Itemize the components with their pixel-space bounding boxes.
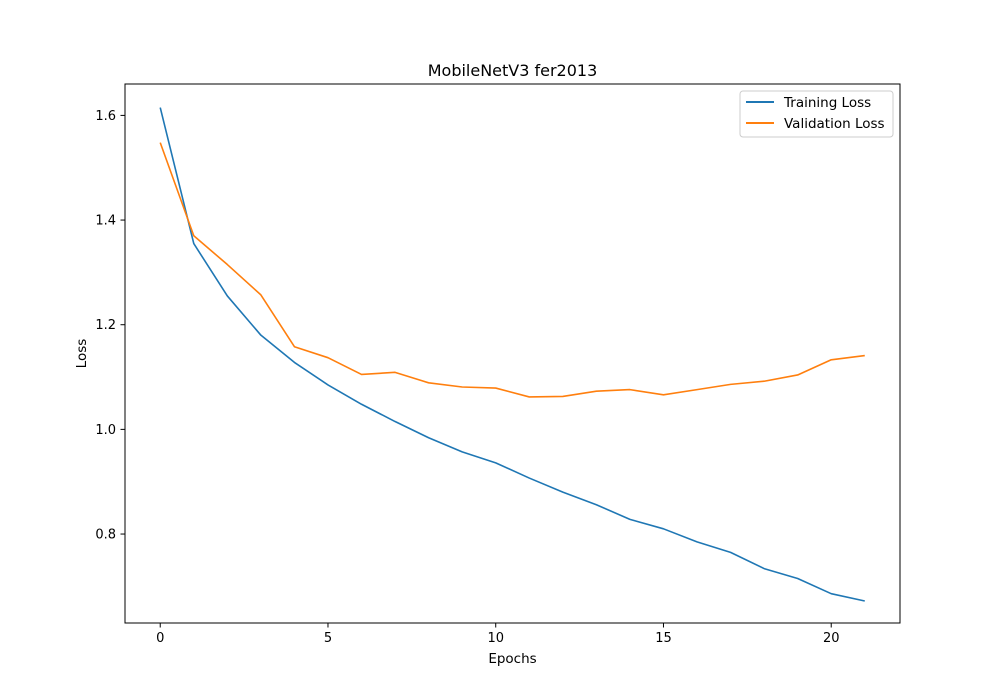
x-tick-label: 15 [655, 631, 672, 646]
x-axis-ticks: 0 5 10 15 20 [156, 623, 839, 646]
plot-area [125, 84, 900, 623]
legend-label-validation-loss: Validation Loss [784, 116, 885, 132]
y-tick-label: 1.6 [95, 109, 116, 124]
y-tick-label: 1.0 [95, 423, 116, 438]
plot-frame [124, 83, 901, 624]
x-axis-label: Epochs [488, 651, 536, 667]
series-layer [159, 107, 865, 602]
x-tick-label: 0 [156, 631, 164, 646]
legend-box [739, 90, 894, 138]
y-tick-label: 0.8 [95, 528, 116, 543]
chart-title: MobileNetV3 fer2013 [428, 61, 598, 80]
y-tick-label: 1.4 [95, 214, 116, 229]
series-line-validation-loss [159, 142, 865, 398]
y-tick-label: 1.2 [95, 318, 116, 333]
series-line-training-loss [159, 107, 865, 602]
legend-label-training-loss: Training Loss [783, 95, 871, 111]
legend: Training Loss Validation Loss [739, 90, 894, 138]
x-tick-label: 5 [324, 631, 332, 646]
y-axis-ticks: 0.8 1.0 1.2 1.4 1.6 [95, 109, 125, 543]
y-axis-label: Loss [74, 339, 90, 369]
x-tick-label: 10 [487, 631, 504, 646]
x-tick-label: 20 [823, 631, 840, 646]
